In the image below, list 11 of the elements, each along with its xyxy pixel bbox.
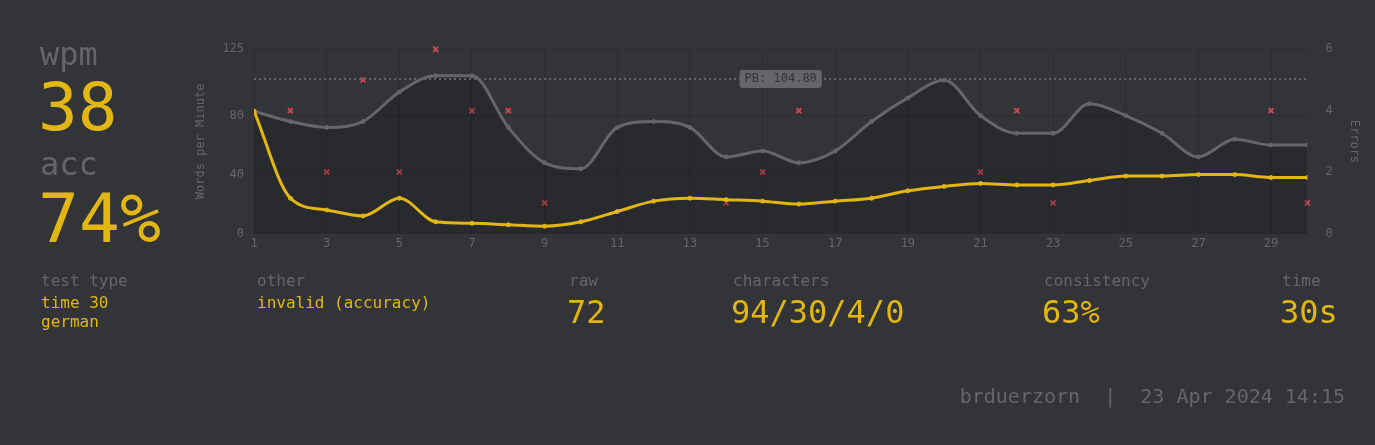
text: 94/30/4/0 bbox=[731, 293, 905, 331]
text: 30s bbox=[1280, 293, 1338, 331]
text: 72 bbox=[567, 293, 606, 331]
point bbox=[468, 107, 476, 115]
text: invalid (accuracy) bbox=[257, 293, 431, 313]
text: 74% bbox=[38, 179, 161, 259]
point bbox=[323, 168, 331, 176]
text: time 30 bbox=[41, 293, 109, 313]
text: german bbox=[41, 312, 99, 332]
point bbox=[1267, 107, 1275, 115]
text: 63% bbox=[1042, 293, 1100, 331]
